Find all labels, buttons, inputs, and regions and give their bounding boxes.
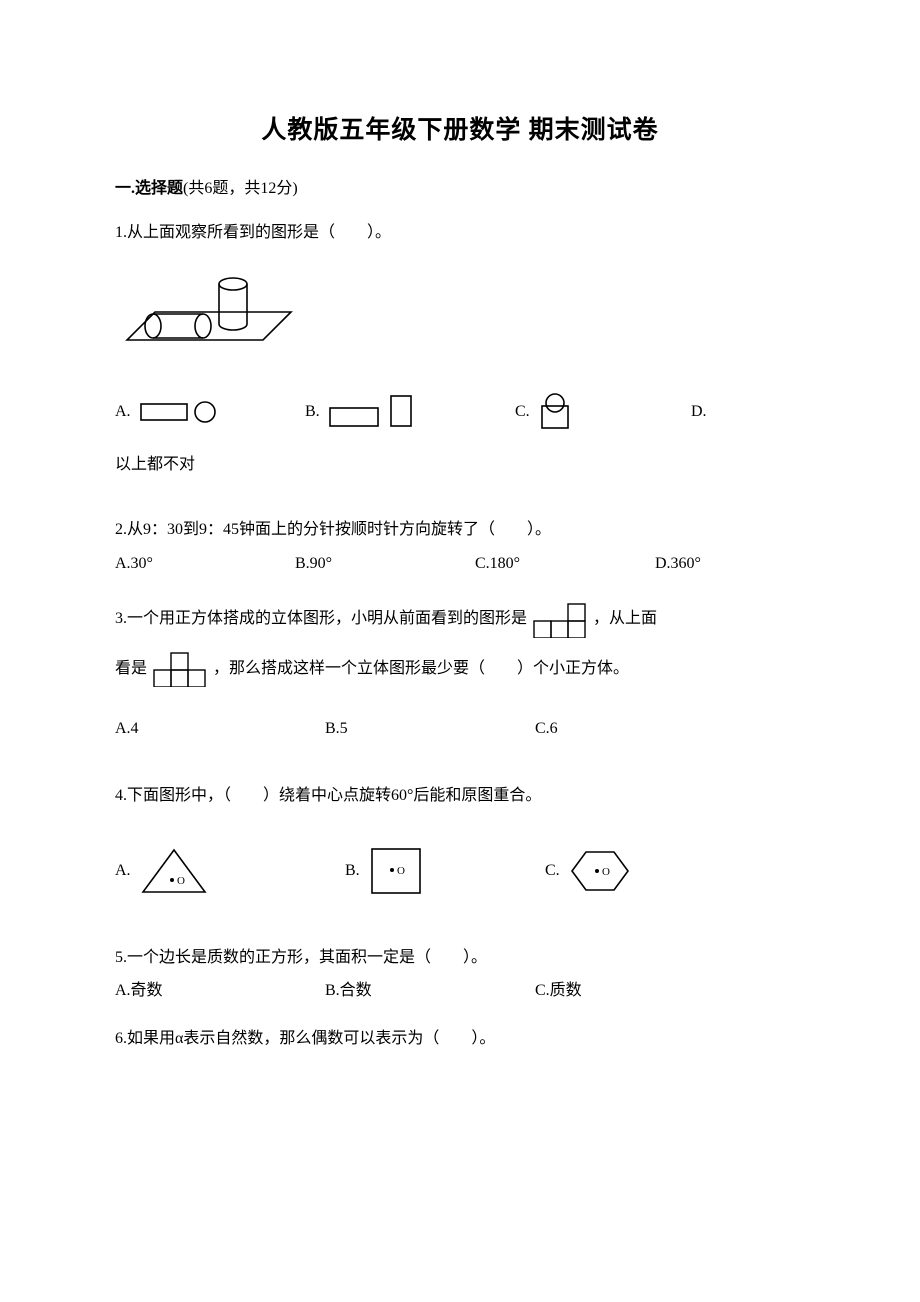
q4-opt-b: B. O (345, 845, 545, 897)
section-1-heading: 一.选择题(共6题，共12分) (115, 174, 805, 198)
q5-b: B.合数 (325, 978, 535, 1004)
q1-opt-d: D. (691, 399, 715, 425)
question-1: 1.从上面观察所看到的图形是（ ）。 (115, 220, 805, 477)
q3-front-view-icon (531, 602, 589, 638)
q3-part3: 看是 (115, 660, 151, 677)
q1-c-icon (538, 392, 572, 432)
q1-a-label: A. (115, 399, 131, 425)
q4-options: A. O B. O (115, 845, 805, 897)
q6-text: 6.如果用α表示自然数，那么偶数可以表示为（ ）。 (115, 1026, 805, 1052)
q4-hexagon-icon: O (568, 846, 632, 896)
q1-c-label: C. (515, 399, 530, 425)
q2-c: C.180° (475, 551, 655, 577)
q4-b-label: B. (345, 858, 360, 884)
q2-a: A.30° (115, 551, 295, 577)
q5-text: 5.一个边长是质数的正方形，其面积一定是（ ）。 (115, 945, 805, 971)
q5-options: A.奇数 B.合数 C.质数 (115, 978, 805, 1004)
section-1-meta: (共6题，共12分) (183, 180, 298, 197)
q1-solid-svg (115, 262, 305, 352)
q2-options: A.30° B.90° C.180° D.360° (115, 551, 805, 577)
q1-a-icon (139, 397, 219, 427)
q3-part4: ，那么搭成这样一个立体图形最少要（ ）个小正方体。 (213, 660, 629, 677)
q4-a-label: A. (115, 858, 131, 884)
q1-b-label: B. (305, 399, 320, 425)
question-2: 2.从9：30到9：45钟面上的分针按顺时针方向旋转了（ ）。 A.30° B.… (115, 517, 805, 576)
q1-opt-a: A. (115, 397, 305, 427)
q3-line1: 3.一个用正方体搭成的立体图形，小明从前面看到的图形是 ，从上面 (115, 598, 805, 640)
q5-c: C.质数 (535, 978, 582, 1004)
q3-c: C.6 (535, 708, 558, 750)
q1-options: A. B. C. (115, 392, 805, 432)
q3-top-view-icon (151, 651, 209, 687)
question-4: 4.下面图形中，（ ）绕着中心点旋转60°后能和原图重合。 A. O B. (115, 783, 805, 897)
question-5: 5.一个边长是质数的正方形，其面积一定是（ ）。 A.奇数 B.合数 C.质数 (115, 945, 805, 1004)
q1-diagram (115, 262, 805, 352)
q3-b: B.5 (325, 708, 535, 750)
q2-d: D.360° (655, 551, 701, 577)
q4-opt-a: A. O (115, 846, 345, 896)
q4-square-icon: O (368, 845, 424, 897)
q4-opt-c: C. O (545, 846, 632, 896)
q1-opt-b: B. (305, 392, 515, 432)
q2-b: B.90° (295, 551, 475, 577)
exam-page: 人教版五年级下册数学 期末测试卷 一.选择题(共6题，共12分) 1.从上面观察… (0, 0, 920, 1302)
q4-text: 4.下面图形中，（ ）绕着中心点旋转60°后能和原图重合。 (115, 783, 805, 809)
q2-text: 2.从9：30到9：45钟面上的分针按顺时针方向旋转了（ ）。 (115, 517, 805, 543)
q4-c-label: C. (545, 858, 560, 884)
q1-tail: 以上都不对 (115, 452, 805, 478)
q1-opt-c: C. (515, 392, 691, 432)
q3-a: A.4 (115, 708, 325, 750)
question-3: 3.一个用正方体搭成的立体图形，小明从前面看到的图形是 ，从上面 看是 (115, 598, 805, 749)
q3-part2: ，从上面 (593, 610, 657, 627)
q1-b-icon (328, 392, 423, 432)
page-title: 人教版五年级下册数学 期末测试卷 (115, 110, 805, 146)
q1-d-label: D. (691, 399, 707, 425)
q3-part1: 3.一个用正方体搭成的立体图形，小明从前面看到的图形是 (115, 610, 531, 627)
q1-text: 1.从上面观察所看到的图形是（ ）。 (115, 220, 805, 246)
question-6: 6.如果用α表示自然数，那么偶数可以表示为（ ）。 (115, 1026, 805, 1052)
q4-b-center: O (397, 865, 405, 877)
q4-triangle-icon: O (139, 846, 209, 896)
section-1-label: 一.选择题 (115, 180, 183, 197)
q3-options: A.4 B.5 C.6 (115, 708, 805, 750)
q5-a: A.奇数 (115, 978, 325, 1004)
q3-line2: 看是 ，那么搭成这样一个立体图形最少要（ ）个小正方体。 (115, 648, 805, 690)
q4-a-center: O (177, 875, 185, 887)
q4-c-center: O (602, 866, 610, 878)
